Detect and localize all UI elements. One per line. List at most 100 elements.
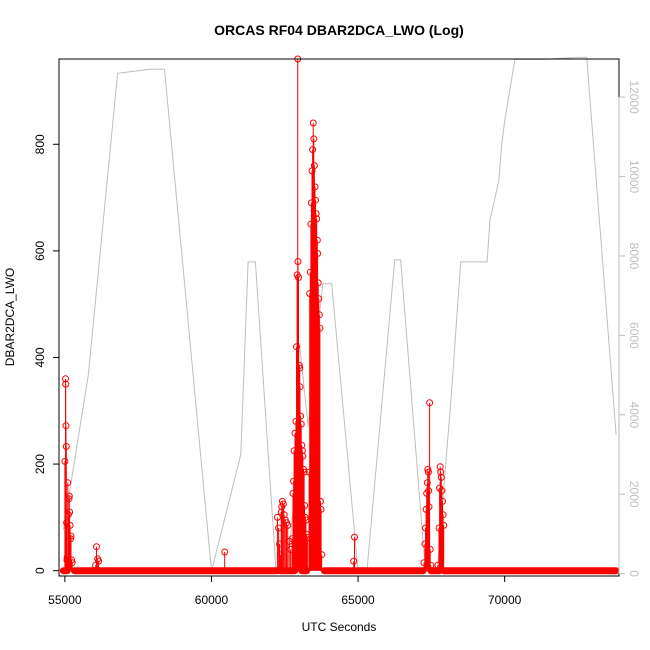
plot-frame [58,58,620,577]
data-point-66 [307,220,315,228]
data-point-43 [293,343,300,351]
y-axis-right: 0 2000 4000 6000 8000 10000 12000 [618,80,641,577]
data-point-57 [300,468,308,476]
data-point-63 [305,468,313,476]
data-point-58 [301,502,309,510]
data-point-24 [275,524,283,532]
data-point-65 [306,268,314,276]
data-point-60 [302,516,310,524]
x-tick-label-65000: 65000 [341,593,375,607]
data-point-37 [288,535,296,543]
x-tick-label-55000: 55000 [48,593,82,607]
data-point-6 [63,556,71,564]
data-point-78 [314,250,322,257]
data-point-31 [280,511,288,519]
data-point-96 [425,487,433,495]
data-point-16 [68,556,76,564]
data-point-14 [67,535,75,543]
data-point-55 [299,452,307,460]
data-point-41 [291,429,299,437]
data-point-52 [297,420,305,428]
data-point-69 [309,146,317,154]
data-point-84 [317,505,325,513]
data-point-77 [313,236,321,244]
data-point-50 [296,383,304,391]
data-point-46 [294,258,302,265]
data-point-48 [295,362,303,369]
data-point-75 [312,210,320,218]
data-point-53 [298,441,306,449]
secondary-series-layer [62,56,617,573]
y-tick-label-400: 400 [33,347,47,367]
y2-tick-label-0: 0 [627,570,641,577]
data-point-90 [422,524,429,532]
data-point-15 [67,532,75,540]
data-point-89 [421,540,429,548]
x-tick-label-70000: 70000 [488,593,522,607]
y2-tick-label-2000: 2000 [627,481,641,508]
data-point-2 [62,380,70,388]
data-point-72 [310,162,318,170]
data-point-8 [64,479,72,487]
data-point-62 [304,534,312,542]
data-point-59 [301,513,309,521]
data-point-11 [65,492,73,500]
data-point-99 [426,545,434,553]
data-point-0 [61,457,69,465]
data-point-26 [276,551,284,559]
data-point-108 [439,497,446,505]
y-axis-left: 0 200 400 600 800 [33,134,60,574]
data-point-88 [420,559,428,567]
data-point-19 [93,543,100,551]
data-point-107 [438,487,446,495]
data-point-38 [289,489,297,497]
y2-tick-label-4000: 4000 [627,401,641,428]
y-tick-label-600: 600 [33,241,47,261]
data-point-74 [312,196,319,204]
data-point-21 [95,557,103,565]
y-tick-label-200: 200 [33,454,47,474]
data-point-106 [437,473,445,481]
data-point-1 [62,375,69,383]
data-point-104 [436,463,444,471]
data-point-49 [296,364,304,372]
data-point-17 [68,559,76,567]
data-point-85 [318,551,326,559]
data-point-76 [313,215,321,223]
primary-series-points [61,55,448,569]
data-point-36 [287,545,295,553]
y-axis-label: DBAR2DCA_LWO [3,268,17,366]
data-point-97 [425,503,433,511]
data-point-109 [439,511,447,519]
data-point-101 [434,561,442,569]
data-point-47 [295,274,302,281]
data-point-87 [351,533,358,541]
data-point-34 [284,521,292,529]
y2-tick-label-12000: 12000 [627,80,641,114]
data-point-12 [66,508,74,516]
data-point-82 [316,324,324,332]
y2-tick-label-10000: 10000 [627,160,641,194]
y2-tick-label-6000: 6000 [627,322,641,349]
data-point-30 [279,500,287,508]
data-point-95 [424,468,432,476]
y-tick-label-0: 0 [33,567,47,574]
data-point-94 [424,465,432,473]
data-point-23 [273,513,281,521]
y2-tick-label-8000: 8000 [627,243,641,270]
y-tick-label-800: 800 [33,134,47,154]
data-point-81 [315,311,323,319]
data-point-100 [427,561,435,569]
data-point-3 [62,422,70,430]
data-point-61 [303,530,311,538]
data-point-51 [297,412,305,420]
x-tick-label-60000: 60000 [195,593,229,607]
data-point-93 [423,479,431,487]
data-point-79 [314,279,322,287]
data-point-71 [310,135,318,143]
data-point-54 [298,447,306,455]
data-point-83 [317,497,324,505]
data-point-42 [292,417,300,425]
data-point-80 [315,295,323,303]
